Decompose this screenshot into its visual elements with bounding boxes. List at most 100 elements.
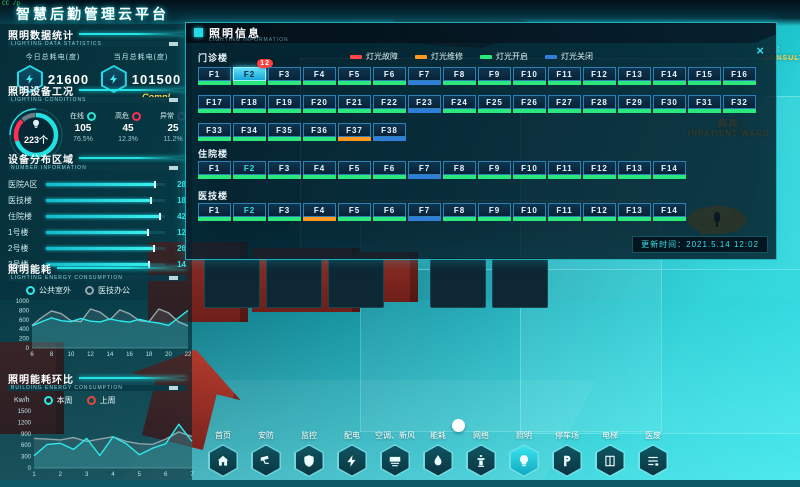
nav-item-bulb[interactable]: 照明: [507, 430, 541, 477]
floor-button-f2[interactable]: F2: [233, 161, 266, 179]
floor-button-f11[interactable]: F11: [548, 67, 581, 85]
legend-ring-icon: [43, 396, 53, 405]
home-icon: [217, 455, 229, 466]
floor-button-f32[interactable]: F32: [723, 95, 756, 113]
floor-button-f30[interactable]: F30: [653, 95, 686, 113]
floor-button-f14[interactable]: F14: [653, 161, 686, 179]
bolt-icon: [25, 74, 33, 84]
floor-status-underline: [583, 81, 616, 85]
floor-status-underline: [268, 109, 301, 113]
floor-button-f34[interactable]: F34: [233, 123, 266, 141]
floor-button-f29[interactable]: F29: [618, 95, 651, 113]
modal-legend-label: 灯光维修: [431, 52, 463, 61]
floor-button-f16[interactable]: F16: [723, 67, 756, 85]
svg-text:600: 600: [19, 318, 30, 324]
floor-button-f13[interactable]: F13: [618, 67, 651, 85]
floor-button-f10[interactable]: F10: [513, 203, 546, 221]
floor-button-f2[interactable]: F2 12: [233, 59, 273, 85]
floor-button-f5[interactable]: F5: [338, 203, 371, 221]
floor-button-f23[interactable]: F23: [408, 95, 441, 113]
nav-item-list[interactable]: 医废: [636, 430, 670, 477]
condition-stat-percent: 12.3%: [118, 136, 138, 143]
floor-button-f1[interactable]: F1: [198, 203, 231, 221]
close-icon[interactable]: ×: [756, 43, 764, 58]
chart-legend-label: 公共室外: [39, 286, 71, 295]
floor-button-f11[interactable]: F11: [548, 161, 581, 179]
floor-button-f5[interactable]: F5: [338, 67, 371, 85]
floor-button-f6[interactable]: F6: [373, 203, 406, 221]
floor-button-f19[interactable]: F19: [268, 95, 301, 113]
floor-button-f7[interactable]: F7: [408, 161, 441, 179]
floor-button-f3[interactable]: F3: [268, 161, 301, 179]
nav-item-hydrant[interactable]: 网络: [464, 430, 498, 477]
floor-button-f5[interactable]: F5: [338, 161, 371, 179]
floor-button-f4[interactable]: F4: [303, 67, 336, 85]
nav-item-bolt[interactable]: 配电: [335, 430, 369, 477]
floor-button-f1[interactable]: F1: [198, 67, 231, 85]
floor-button-f9[interactable]: F9: [478, 203, 511, 221]
floor-button-f11[interactable]: F11: [548, 203, 581, 221]
app-title: 智慧后勤管理云平台: [16, 6, 169, 22]
floor-button-f15[interactable]: F15: [688, 67, 721, 85]
floor-button-f9[interactable]: F9: [478, 161, 511, 179]
floor-button-f4[interactable]: F4: [303, 203, 336, 221]
distribution-row: 医院A区 28: [8, 176, 186, 192]
nav-item-ac[interactable]: 空调、新风: [375, 430, 415, 477]
distribution-bar: [46, 244, 165, 252]
floor-button-f7[interactable]: F7: [408, 67, 441, 85]
floor-button-f13[interactable]: F13: [618, 203, 651, 221]
floor-button-f9[interactable]: F9: [478, 67, 511, 85]
floor-button-f12[interactable]: F12: [583, 67, 616, 85]
floor-button-f36[interactable]: F36: [303, 123, 336, 141]
floor-button-f12[interactable]: F12: [583, 203, 616, 221]
floor-button-f3[interactable]: F3: [268, 67, 301, 85]
floor-button-f28[interactable]: F28: [583, 95, 616, 113]
floor-button-f13[interactable]: F13: [618, 161, 651, 179]
nav-item-camera[interactable]: 安防: [249, 430, 283, 477]
bulb-icon: [519, 454, 529, 466]
distribution-bar-cap: [149, 196, 152, 204]
nav-hexagon-inner: [596, 445, 624, 476]
floor-button-f17[interactable]: F17: [198, 95, 231, 113]
floor-button-f10[interactable]: F10: [513, 67, 546, 85]
floor-button-f20[interactable]: F20: [303, 95, 336, 113]
floor-button-f4[interactable]: F4: [303, 161, 336, 179]
nav-item-parking[interactable]: 停车场: [550, 430, 584, 477]
floor-button-f27[interactable]: F27: [548, 95, 581, 113]
floor-button-f8[interactable]: F8: [443, 161, 476, 179]
nav-item-home[interactable]: 首页: [206, 430, 240, 477]
floor-button-f18[interactable]: F18: [233, 95, 266, 113]
floor-button-f26[interactable]: F26: [513, 95, 546, 113]
nav-hexagon: [380, 444, 410, 477]
nav-item-droplet[interactable]: 能耗: [421, 430, 455, 477]
scene-cabinet: [492, 258, 548, 308]
floor-status-underline: [443, 81, 476, 85]
floor-button-f8[interactable]: F8: [443, 67, 476, 85]
svg-text:900: 900: [21, 432, 32, 438]
floor-button-f31[interactable]: F31: [688, 95, 721, 113]
floor-button-f22[interactable]: F22: [373, 95, 406, 113]
floor-button-f24[interactable]: F24: [443, 95, 476, 113]
floor-button-f37[interactable]: F37: [338, 123, 371, 141]
floor-button-f38[interactable]: F38: [373, 123, 406, 141]
floor-button-f35[interactable]: F35: [268, 123, 301, 141]
floor-button-f21[interactable]: F21: [338, 95, 371, 113]
floor-button-f1[interactable]: F1: [198, 161, 231, 179]
floor-button-f12[interactable]: F12: [583, 161, 616, 179]
floor-button-f14[interactable]: F14: [653, 203, 686, 221]
floor-button-f7[interactable]: F7: [408, 203, 441, 221]
floor-status-underline: [618, 81, 651, 85]
floor-button-f25[interactable]: F25: [478, 95, 511, 113]
nav-item-shield[interactable]: 监控: [292, 430, 326, 477]
floor-button-f14[interactable]: F14: [653, 67, 686, 85]
floor-button-f3[interactable]: F3: [268, 203, 301, 221]
floor-button-f33[interactable]: F33: [198, 123, 231, 141]
floor-button-f8[interactable]: F8: [443, 203, 476, 221]
condition-stat: 异常 25 11.2%: [160, 111, 186, 143]
nav-item-elevator[interactable]: 电梯: [593, 430, 627, 477]
floor-button-f6[interactable]: F6: [373, 161, 406, 179]
floor-button-f10[interactable]: F10: [513, 161, 546, 179]
floor-button-f6[interactable]: F6: [373, 67, 406, 85]
floor-status-underline: [408, 217, 441, 221]
floor-button-f2[interactable]: F2: [233, 203, 266, 221]
